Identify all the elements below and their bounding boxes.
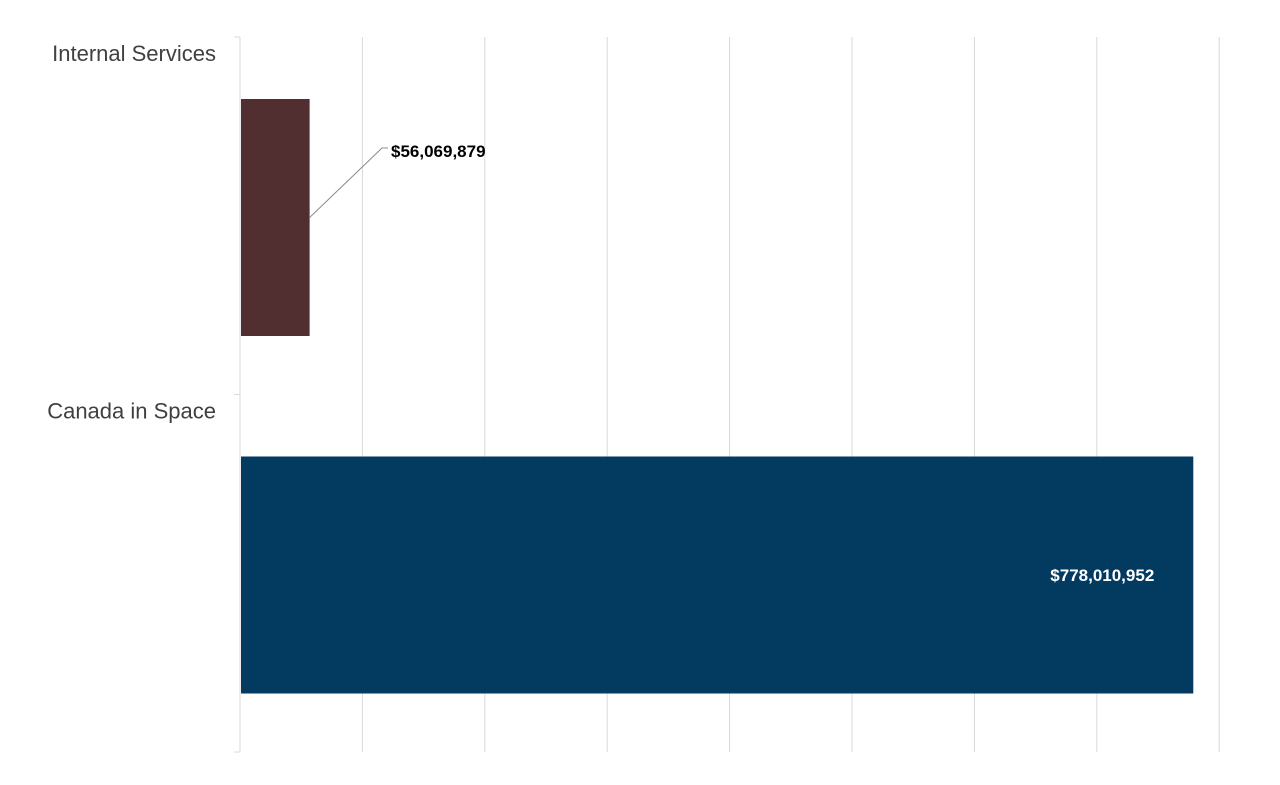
data-label: $778,010,952 xyxy=(1050,566,1154,585)
bar xyxy=(241,456,1194,694)
data-label: $56,069,879 xyxy=(391,142,486,161)
labels: Internal Services $56,069,879 Canada in Sp… xyxy=(47,41,1154,585)
category-label: Internal Services xyxy=(52,41,216,66)
bars xyxy=(241,99,1194,694)
bar xyxy=(241,99,310,336)
gridlines xyxy=(234,36,1220,753)
leader-line xyxy=(309,147,388,218)
category-label: Canada in Space xyxy=(47,399,216,424)
